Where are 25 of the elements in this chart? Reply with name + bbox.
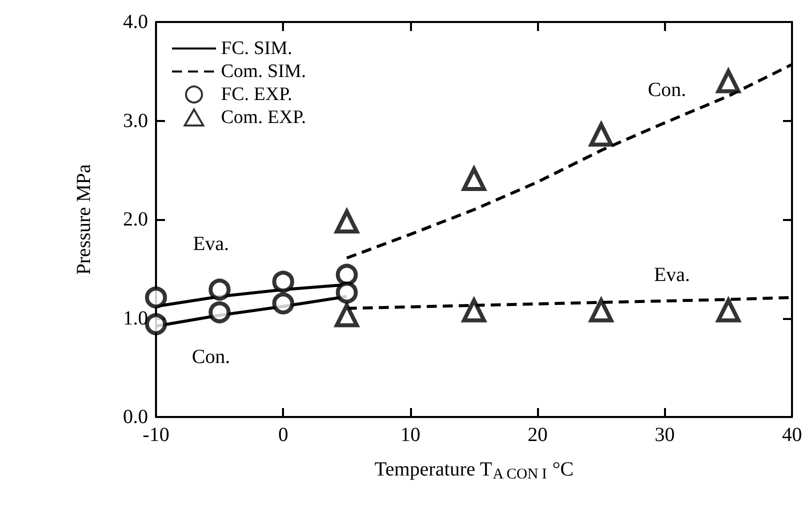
annotation: Eva.: [192, 233, 230, 255]
y-tick-label: 2.0: [123, 208, 148, 230]
point: [272, 292, 294, 314]
legend-label: FC. EXP.: [221, 84, 292, 105]
point: [272, 270, 294, 293]
x-tick-label: 20: [528, 424, 548, 446]
x-tick-label: 40: [782, 424, 802, 446]
x-tick-label: 30: [654, 424, 675, 446]
point: [336, 282, 358, 304]
y-tick-label: 3.0: [123, 110, 148, 132]
point: [145, 286, 167, 309]
x-tick-label: 10: [400, 424, 420, 446]
annotation: Eva.: [654, 264, 690, 286]
annotation: Con.: [648, 79, 686, 101]
legend-label: Com. SIM.: [221, 61, 306, 82]
y-axis-title: Pressure MPa: [73, 164, 95, 275]
legend-label: FC. SIM.: [221, 38, 292, 59]
legend-label: Com. EXP.: [221, 107, 306, 128]
point: [208, 278, 231, 301]
annotation: Con.: [192, 346, 230, 368]
y-tick-label: 4.0: [123, 11, 148, 33]
x-tick-label: 0: [278, 424, 288, 446]
point: [336, 264, 358, 286]
point: [208, 301, 231, 324]
y-tick-label: 1.0: [123, 307, 148, 330]
